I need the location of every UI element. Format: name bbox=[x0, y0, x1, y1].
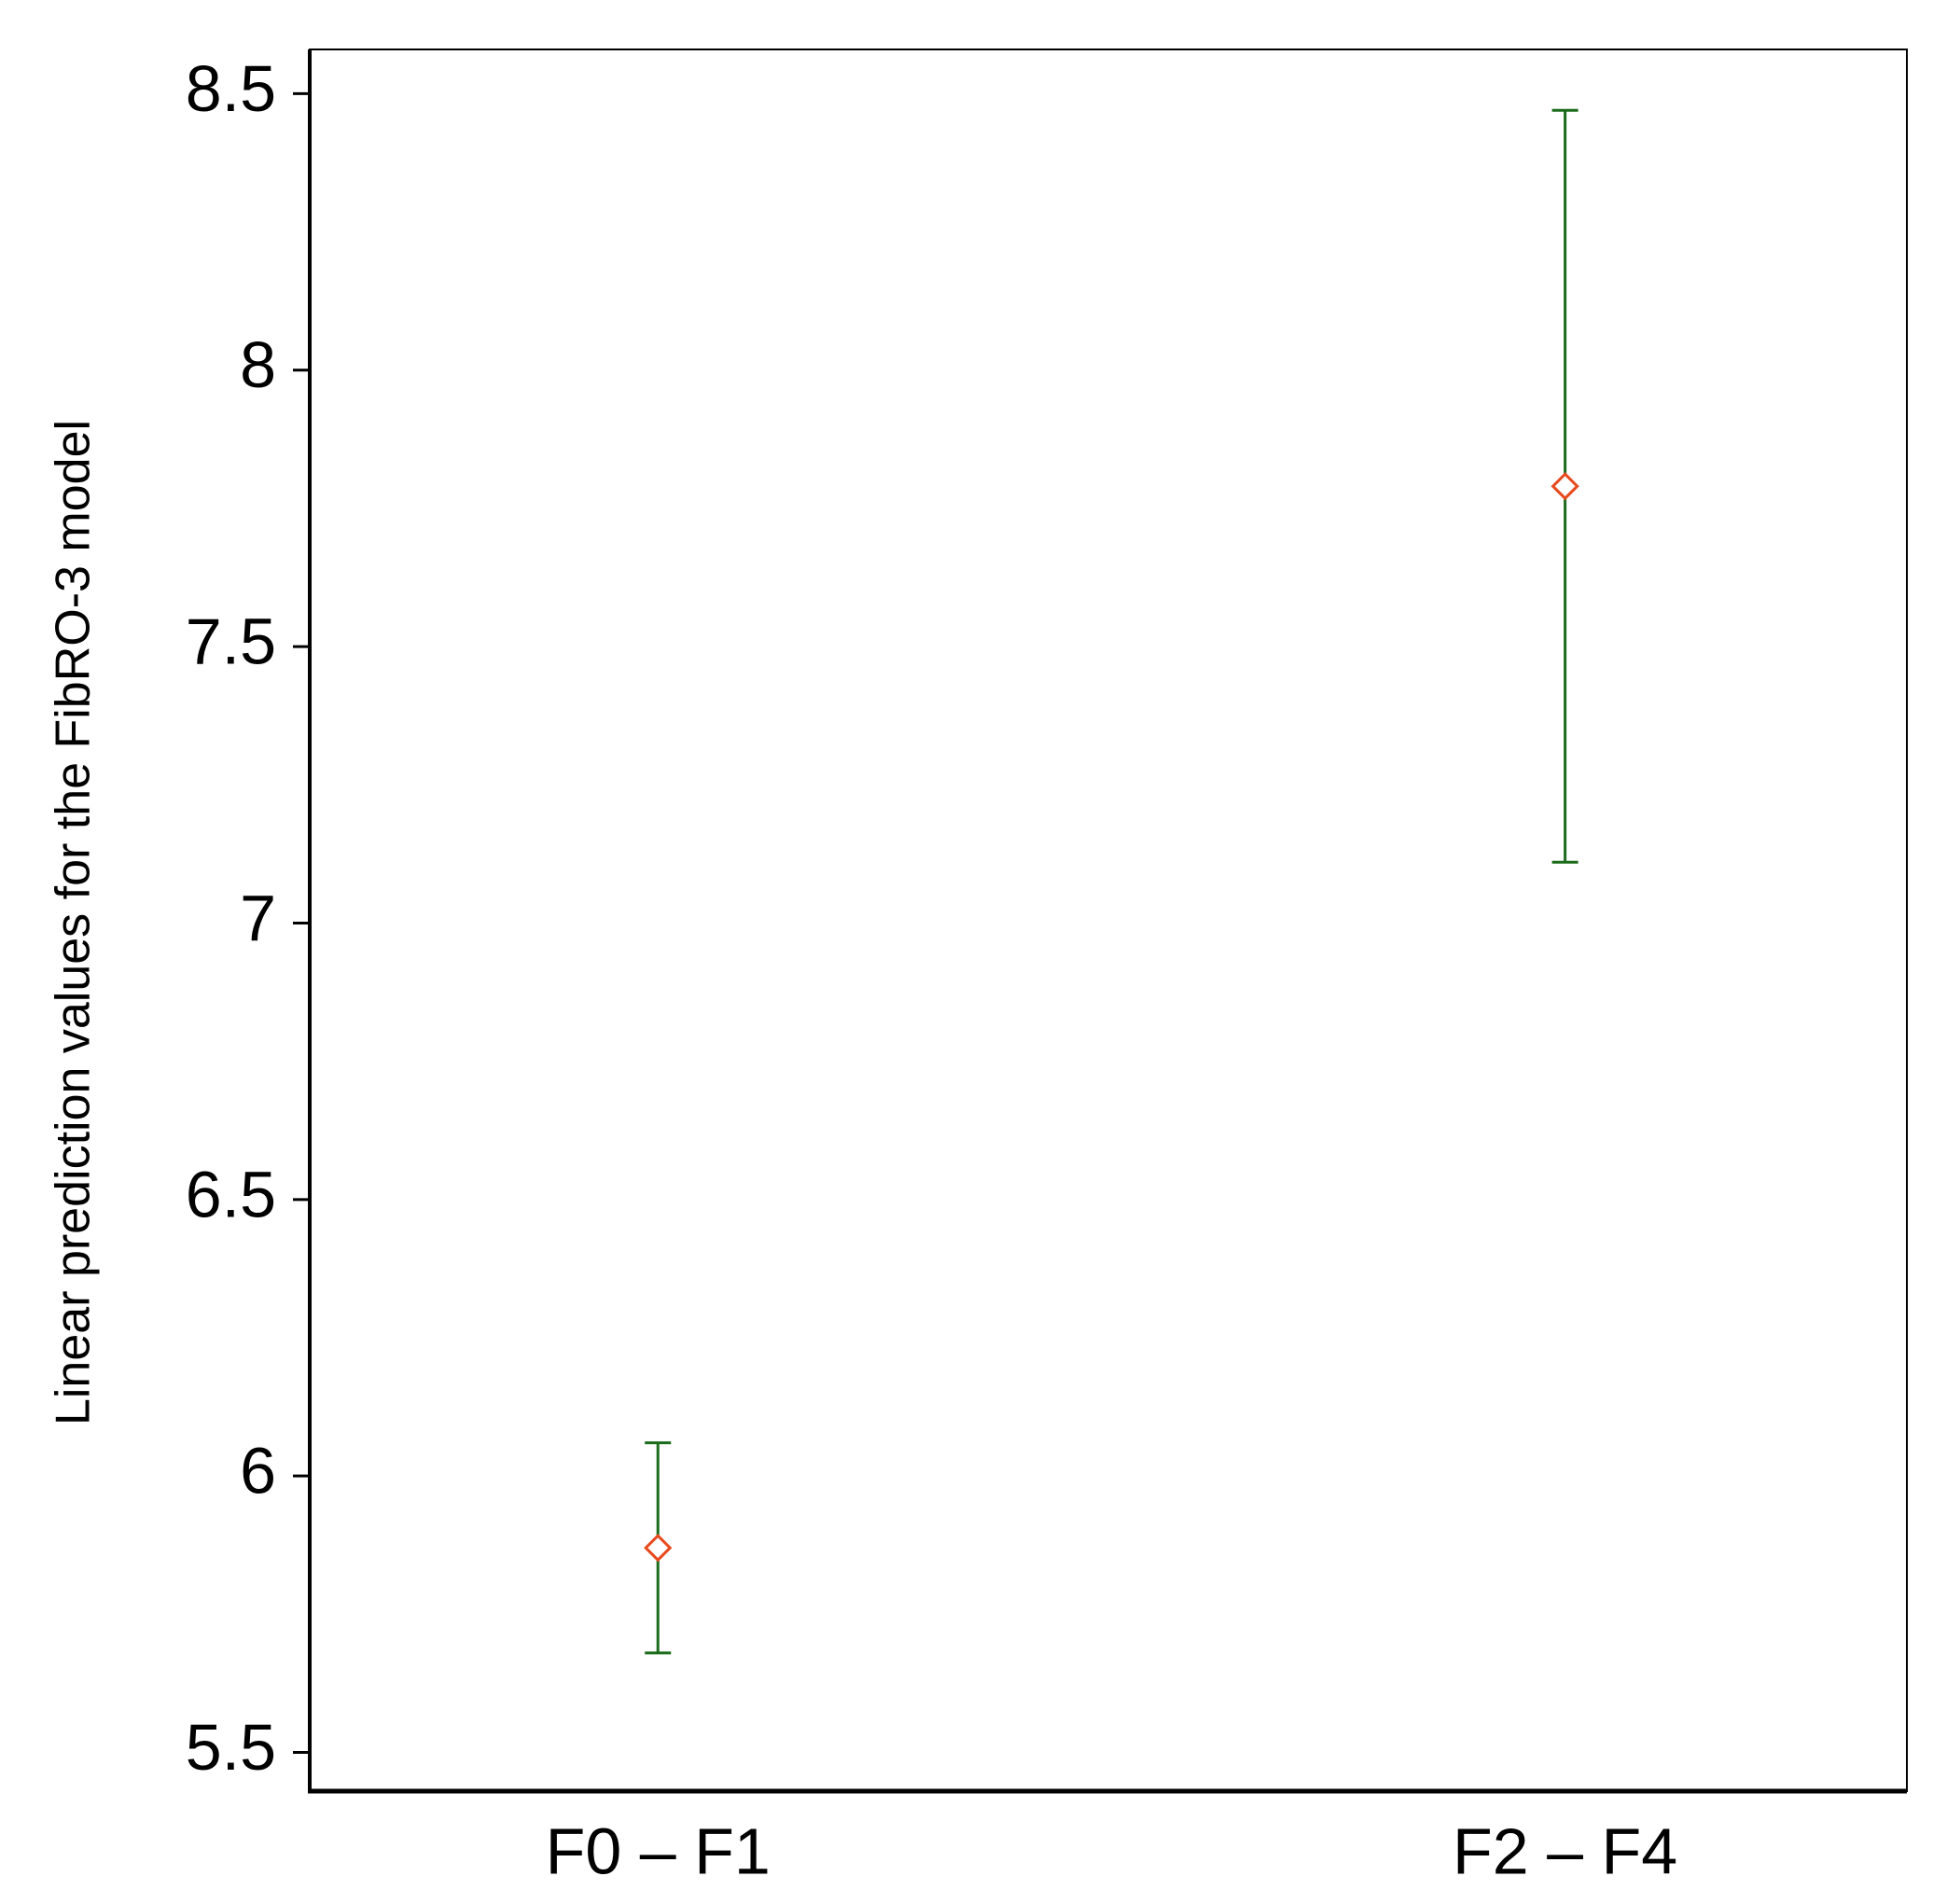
y-tick-label: 5.5 bbox=[186, 1711, 276, 1784]
plot-frame bbox=[309, 49, 1908, 1792]
x-tick-label: F2 – F4 bbox=[1453, 1814, 1677, 1887]
point-marker bbox=[1551, 472, 1579, 501]
y-tick-label: 7 bbox=[240, 882, 276, 954]
y-axis-title: Linear prediction values for the FibRO-3… bbox=[47, 420, 101, 1425]
y-tick-label: 6 bbox=[240, 1435, 276, 1508]
y-tick-label: 8.5 bbox=[186, 52, 276, 125]
point-marker bbox=[644, 1534, 673, 1563]
y-tick-label: 7.5 bbox=[186, 605, 276, 678]
x-tick-label: F0 – F1 bbox=[546, 1814, 771, 1887]
y-tick-label: 6.5 bbox=[186, 1158, 276, 1230]
y-tick-label: 8 bbox=[240, 328, 276, 401]
